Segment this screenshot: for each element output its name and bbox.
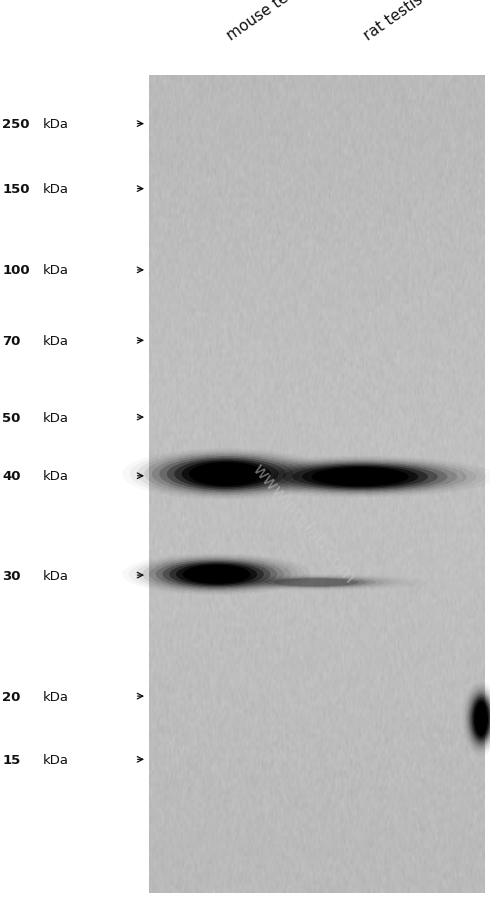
- Ellipse shape: [302, 466, 418, 488]
- Text: kDa: kDa: [43, 183, 69, 196]
- Text: kDa: kDa: [43, 690, 69, 703]
- Ellipse shape: [473, 699, 490, 739]
- Ellipse shape: [283, 464, 438, 491]
- Ellipse shape: [312, 467, 409, 487]
- Ellipse shape: [137, 452, 316, 497]
- Ellipse shape: [156, 560, 277, 589]
- Text: kDa: kDa: [43, 411, 69, 424]
- Ellipse shape: [244, 459, 477, 495]
- Ellipse shape: [263, 462, 457, 492]
- Ellipse shape: [467, 690, 490, 748]
- Ellipse shape: [135, 557, 298, 593]
- Ellipse shape: [265, 578, 368, 587]
- Ellipse shape: [142, 557, 291, 592]
- Text: 20: 20: [2, 690, 21, 703]
- Text: kDa: kDa: [43, 470, 69, 483]
- Ellipse shape: [256, 577, 376, 588]
- Text: 15: 15: [2, 753, 21, 766]
- Text: kDa: kDa: [43, 335, 69, 347]
- Ellipse shape: [152, 455, 301, 494]
- Ellipse shape: [273, 463, 447, 492]
- Ellipse shape: [189, 463, 264, 486]
- Ellipse shape: [183, 565, 250, 584]
- Text: kDa: kDa: [43, 753, 69, 766]
- Ellipse shape: [292, 465, 428, 489]
- Ellipse shape: [176, 564, 257, 585]
- Text: 70: 70: [2, 335, 21, 347]
- Ellipse shape: [470, 695, 490, 743]
- Ellipse shape: [167, 458, 286, 491]
- Ellipse shape: [474, 702, 488, 736]
- Ellipse shape: [466, 688, 490, 750]
- Text: 150: 150: [2, 183, 30, 196]
- Text: kDa: kDa: [43, 264, 69, 277]
- Text: kDa: kDa: [43, 569, 69, 582]
- Ellipse shape: [159, 456, 294, 492]
- Ellipse shape: [163, 561, 270, 588]
- Text: 40: 40: [2, 470, 21, 483]
- Ellipse shape: [247, 577, 385, 588]
- Text: 250: 250: [2, 118, 30, 131]
- Ellipse shape: [471, 697, 490, 741]
- Text: 30: 30: [2, 569, 21, 582]
- Ellipse shape: [169, 563, 264, 586]
- Ellipse shape: [253, 460, 467, 494]
- Ellipse shape: [465, 686, 490, 752]
- Text: mouse testis: mouse testis: [224, 0, 313, 43]
- Ellipse shape: [174, 460, 278, 489]
- Ellipse shape: [273, 579, 359, 587]
- Ellipse shape: [469, 693, 490, 745]
- Text: 50: 50: [2, 411, 21, 424]
- Ellipse shape: [182, 461, 271, 488]
- Ellipse shape: [145, 454, 308, 495]
- Text: kDa: kDa: [43, 118, 69, 131]
- Text: rat testis: rat testis: [361, 0, 426, 43]
- Text: www.ptglab.com: www.ptglab.com: [248, 460, 359, 586]
- Ellipse shape: [149, 558, 284, 591]
- Text: 100: 100: [2, 264, 30, 277]
